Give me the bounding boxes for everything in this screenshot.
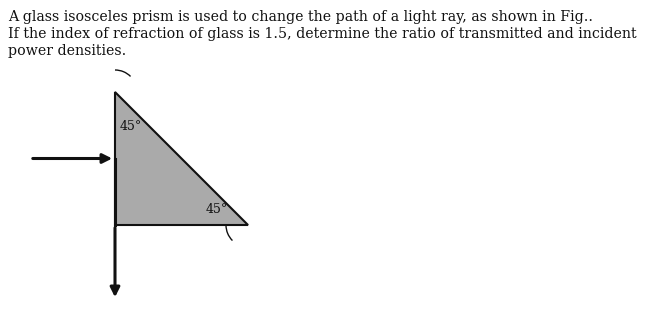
Text: A glass isosceles prism is used to change the path of a light ray, as shown in F: A glass isosceles prism is used to chang… [8,10,593,24]
Polygon shape [115,92,248,225]
Text: If the index of refraction of glass is 1.5, determine the ratio of transmitted a: If the index of refraction of glass is 1… [8,27,637,41]
Text: 45°: 45° [120,120,143,133]
Text: power densities.: power densities. [8,44,126,58]
Text: 45°: 45° [206,203,228,216]
